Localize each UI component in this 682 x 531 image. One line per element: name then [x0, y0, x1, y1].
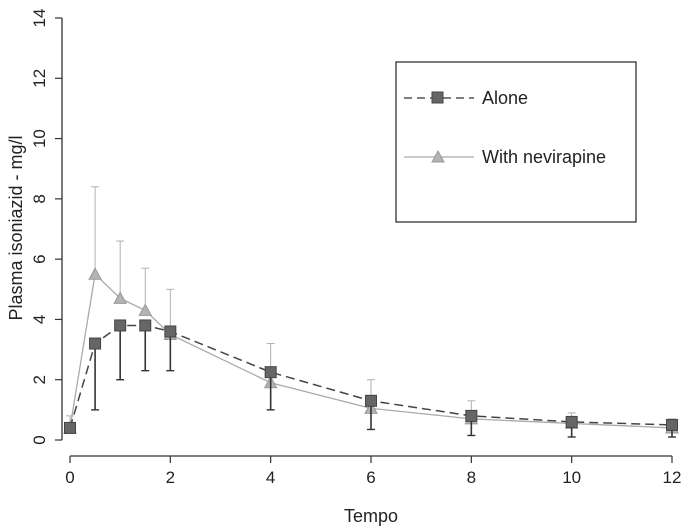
legend-marker-nevirapine: [431, 149, 445, 163]
x-tick-label: 12: [663, 468, 682, 487]
x-tick-label: 0: [65, 468, 74, 487]
x-tick-label: 6: [366, 468, 375, 487]
y-tick-label: 2: [30, 375, 49, 384]
x-tick-label: 8: [467, 468, 476, 487]
legend-label-nevirapine: With nevirapine: [482, 147, 606, 167]
data-point-alone: [139, 319, 152, 332]
plot-layer: [63, 186, 679, 438]
data-point-alone: [666, 418, 678, 431]
data-point-alone: [465, 409, 478, 422]
y-tick-label: 14: [30, 9, 49, 28]
x-ticks: 0 2 4 6 8 10 12: [65, 456, 681, 487]
data-point-alone: [164, 325, 177, 338]
y-tick-label: 8: [30, 194, 49, 203]
x-tick-label: 10: [562, 468, 581, 487]
x-tick-label: 2: [166, 468, 175, 487]
data-point-alone: [89, 337, 102, 350]
y-tick-label: 6: [30, 254, 49, 263]
y-tick-label: 10: [30, 129, 49, 148]
data-point-alone: [114, 319, 127, 332]
x-tick-label: 4: [266, 468, 275, 487]
legend-box: [395, 61, 637, 223]
line-nevirapine: [69, 272, 673, 429]
legend: Alone With nevirapine: [395, 61, 637, 223]
data-point-nevirapine: [88, 267, 102, 280]
series-alone: [64, 319, 678, 438]
data-point-alone: [565, 415, 578, 428]
line-alone: [69, 324, 673, 429]
data-point-nevirapine: [113, 291, 128, 304]
data-point-alone: [264, 366, 277, 379]
y-tick-label: 12: [30, 69, 49, 88]
y-ticks: 0 2 4 6 8 10 12 14: [30, 9, 62, 445]
y-tick-label: 0: [30, 435, 49, 444]
y-axis-title: Plasma isoniazid - mg/l: [6, 135, 26, 320]
legend-label-alone: Alone: [482, 88, 528, 108]
data-point-alone: [365, 394, 377, 407]
data-point-nevirapine: [138, 303, 153, 316]
y-tick-label: 4: [30, 315, 49, 324]
x-axis-title: Tempo: [344, 506, 398, 526]
data-point-alone: [64, 421, 76, 434]
legend-marker-alone: [431, 91, 444, 104]
